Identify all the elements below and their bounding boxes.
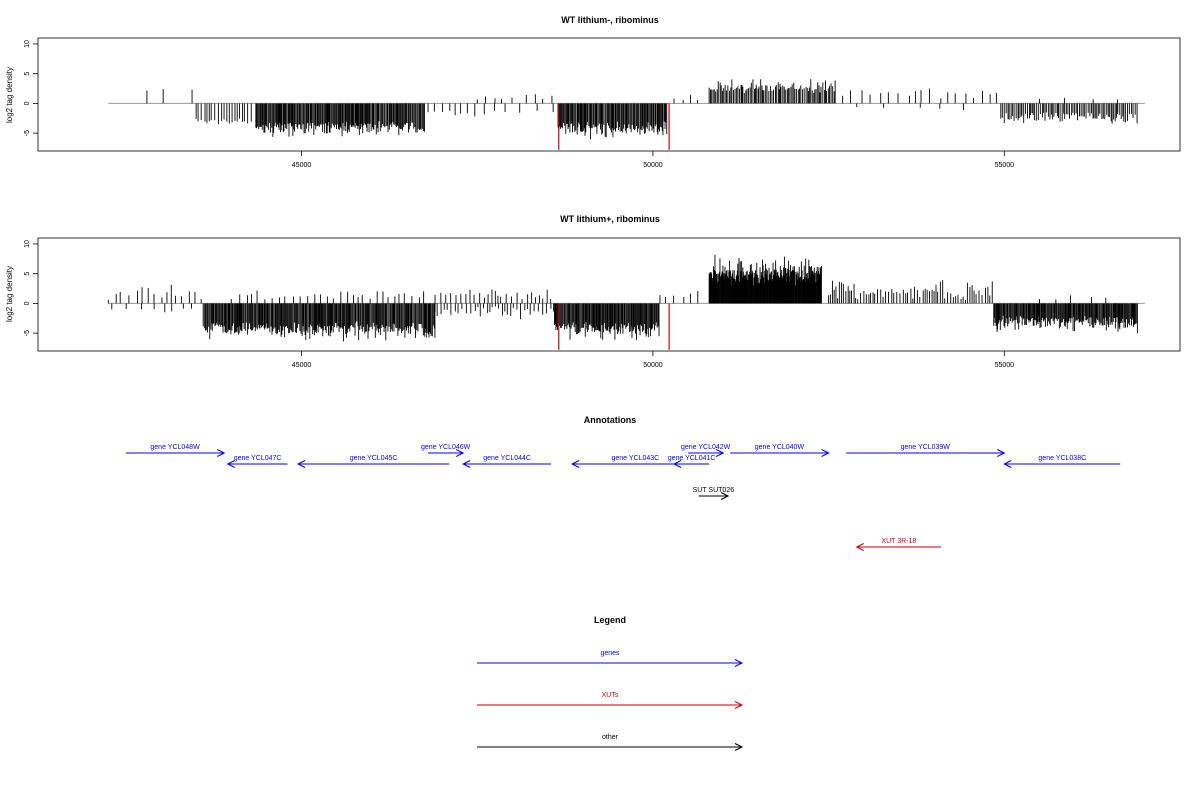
arrowhead-icon: [672, 460, 682, 468]
track-2-plot-frame: [37, 237, 1181, 352]
legend-label: XUTs: [602, 692, 619, 699]
arrowhead-icon: [715, 449, 725, 457]
arrowhead-icon: [855, 543, 864, 551]
arrowhead-icon: [462, 460, 471, 468]
x-tick-label: 50000: [643, 162, 663, 169]
feature-label: gene YCL041C: [668, 455, 716, 462]
track-2-title: WT lithium+, ribominus: [560, 214, 660, 224]
legend-title: Legend: [594, 615, 626, 625]
x-tick-label: 45000: [292, 362, 312, 369]
y-tick-label: 5: [24, 72, 31, 76]
legend-label: genes: [600, 650, 620, 657]
y-tick-label: -5: [24, 130, 31, 136]
feature-label: gene YCL045C: [350, 455, 398, 462]
y-tick-label: 0: [24, 301, 31, 305]
y-tick-label: 5: [24, 272, 31, 276]
feature-arrow: gene YCL045C: [296, 455, 450, 468]
arrowhead-icon: [720, 492, 730, 500]
arrowhead-icon: [1003, 460, 1012, 468]
arrowhead-icon: [734, 701, 744, 709]
track-1-ylabel: log2 tag density: [5, 67, 14, 123]
feature-label: gene YCL048W: [150, 444, 200, 451]
feature-arrow: gene YCL042W: [681, 444, 731, 457]
arrowhead-icon: [570, 460, 580, 468]
feature-arrow: gene YCL038C: [1003, 455, 1121, 468]
feature-arrow: gene YCL039W: [846, 444, 1006, 457]
feature-label: XUT 3R-18: [881, 538, 916, 545]
annotation-features: gene YCL048W gene YCL047C gene YCL046W gene…: [125, 444, 1121, 551]
arrowhead-icon: [997, 449, 1006, 457]
legend-entry: genes: [477, 650, 744, 667]
arrowhead-icon: [821, 449, 830, 457]
arrowhead-icon: [226, 460, 235, 468]
track-2-ylabel: log2 tag density: [5, 266, 14, 322]
feature-arrow: gene YCL046W: [421, 444, 471, 457]
legend-entry: other: [477, 734, 744, 751]
track-2-axis-ticks: -5 0 5 10 45000 50000 55000: [24, 240, 1014, 369]
track-1-axis-ticks: -5 0 5 10 45000 50000 55000: [24, 40, 1014, 169]
feature-label: gene YCL047C: [234, 455, 282, 462]
feature-arrow: gene YCL048W: [125, 444, 226, 457]
track-panel-2: WT lithium+, ribominus log2 tag density …: [5, 214, 1181, 369]
legend-items: genes XUTs other: [477, 650, 744, 751]
feature-label: gene YCL042W: [681, 444, 731, 451]
arrowhead-icon: [455, 449, 465, 457]
feature-arrow: gene YCL040W: [730, 444, 830, 457]
feature-arrow: gene YCL047C: [226, 455, 288, 468]
feature-label: gene YCL043C: [611, 455, 659, 462]
feature-arrow: gene YCL041C: [668, 455, 716, 468]
feature-label: gene YCL046W: [421, 444, 471, 451]
feature-label: SUT SUT026: [693, 487, 735, 494]
legend-label: other: [602, 734, 619, 741]
feature-label: gene YCL039W: [901, 444, 951, 451]
legend-entry: XUTs: [477, 692, 744, 709]
arrowhead-icon: [217, 449, 226, 457]
y-tick-label: 10: [24, 40, 31, 48]
arrowhead-icon: [734, 659, 744, 667]
feature-arrow: gene YCL044C: [462, 455, 552, 468]
x-tick-label: 55000: [995, 362, 1015, 369]
feature-label: gene YCL044C: [483, 455, 531, 462]
arrowhead-icon: [296, 460, 306, 468]
track-2-density-bars: [107, 254, 1145, 350]
track-1-plot-frame: [37, 37, 1181, 152]
feature-label: gene YCL038C: [1038, 455, 1086, 462]
feature-arrow: XUT 3R-18: [855, 538, 942, 551]
annotations-title: Annotations: [584, 415, 637, 425]
track-1-density-bars: [108, 79, 1145, 150]
x-tick-label: 45000: [292, 162, 312, 169]
track-1-title: WT lithium-, ribominus: [561, 15, 659, 25]
legend-panel: Legend genes XUTs other: [477, 615, 744, 751]
x-tick-label: 50000: [643, 362, 663, 369]
feature-label: gene YCL040W: [755, 444, 805, 451]
y-tick-label: -5: [24, 330, 31, 336]
track-panel-1: WT lithium-, ribominus log2 tag density …: [5, 15, 1181, 169]
arrowhead-icon: [734, 743, 744, 751]
feature-arrow: SUT SUT026: [693, 487, 735, 500]
y-tick-label: 10: [24, 240, 31, 248]
y-tick-label: 0: [24, 101, 31, 105]
x-tick-label: 55000: [995, 162, 1015, 169]
